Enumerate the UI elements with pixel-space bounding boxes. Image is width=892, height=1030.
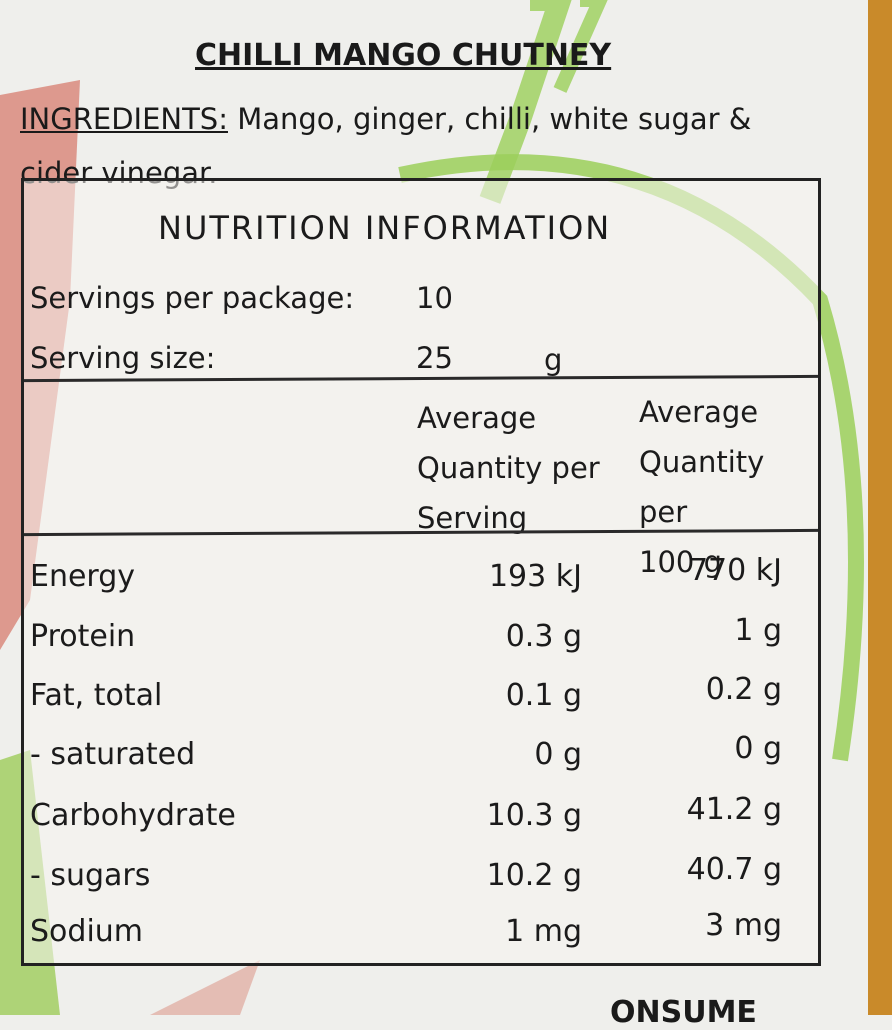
serving-size-unit: g — [544, 343, 563, 377]
servings-value: 10 — [416, 281, 453, 315]
nutrient-name: - saturated — [30, 737, 196, 772]
col1-header-line3: Serving — [417, 501, 528, 535]
nutrient-name: Protein — [30, 619, 136, 654]
nutrient-per-serving: 10.2 g — [486, 858, 582, 893]
nutrient-per-100g: 0 g — [734, 731, 782, 766]
nutrient-per-serving: 0 g — [534, 737, 582, 772]
nutrient-name: Sodium — [30, 914, 144, 949]
nutrient-per-serving: 0.3 g — [505, 619, 582, 654]
amber-edge-strip — [868, 0, 892, 1015]
nutrient-per-100g: 3 mg — [705, 908, 782, 943]
col1-header: Average Quantity per Serving — [417, 393, 600, 543]
nutrition-panel: NUTRITION INFORMATION Servings per packa… — [21, 178, 821, 966]
serving-size-label: Serving size: — [30, 341, 216, 375]
nutrient-row: - saturated 0 g 0 g — [24, 731, 818, 795]
nutrient-row: Sodium 1 mg 3 mg — [24, 908, 818, 972]
nutrient-per-serving: 10.3 g — [486, 798, 582, 833]
col2-header-line3: 100 g — [639, 545, 722, 579]
servings-label: Servings per package: — [30, 281, 355, 315]
nutrient-per-100g: 41.2 g — [686, 792, 782, 827]
nutrient-name: Carbohydrate — [30, 798, 236, 833]
col1-header-line2: Quantity per — [417, 451, 600, 485]
nutrient-row: Carbohydrate 10.3 g 41.2 g — [24, 792, 818, 856]
nutrient-per-serving: 0.1 g — [505, 678, 582, 713]
nutrition-heading: NUTRITION INFORMATION — [158, 209, 612, 247]
ingredients-statement: INGREDIENTS: Mango, ginger, chilli, whit… — [20, 92, 810, 200]
col2-header: Average Quantity per 100 g — [639, 387, 818, 587]
divider-line-1 — [23, 374, 819, 383]
ingredients-text: Mango, ginger, chilli, white sugar & cid… — [20, 102, 752, 190]
green-stem-2 — [553, 0, 608, 93]
nutrient-row: Protein 0.3 g 1 g — [24, 613, 818, 677]
nutrient-per-serving: 193 kJ — [488, 559, 582, 594]
col2-header-line2: Quantity per — [639, 445, 765, 529]
col1-header-line1: Average — [417, 401, 537, 435]
nutrient-per-serving: 1 mg — [505, 914, 582, 949]
nutrient-per-100g: 0.2 g — [705, 672, 782, 707]
nutrient-per-100g: 40.7 g — [686, 852, 782, 887]
nutrient-row: Fat, total 0.1 g 0.2 g — [24, 672, 818, 736]
nutrient-name: Fat, total — [30, 678, 163, 713]
nutrient-row: Energy 193 kJ 770 kJ — [24, 553, 818, 617]
nutrient-per-100g: 1 g — [734, 613, 782, 648]
nutrient-per-100g: 770 kJ — [688, 553, 782, 588]
nutrient-name: - sugars — [30, 858, 151, 893]
ingredients-label: INGREDIENTS: — [20, 102, 228, 136]
product-title: CHILLI MANGO CHUTNEY — [195, 38, 612, 73]
col2-header-line1: Average — [639, 395, 759, 429]
salmon-shape-bottom — [150, 960, 260, 1015]
cut-off-text: ONSUME — [610, 995, 757, 1030]
nutrient-name: Energy — [30, 559, 136, 594]
serving-size-value: 25 — [416, 341, 453, 375]
nutrient-row: - sugars 10.2 g 40.7 g — [24, 852, 818, 916]
